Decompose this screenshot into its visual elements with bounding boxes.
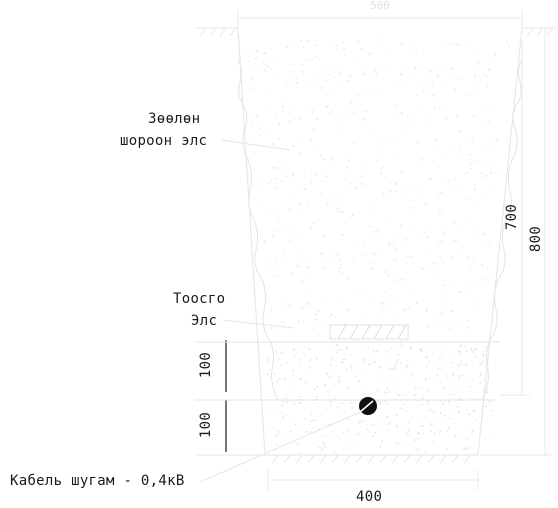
- fill-label-line1: Зөөлөн: [148, 111, 201, 127]
- brick-layer: [329, 324, 409, 340]
- right-dimensions: [480, 28, 553, 456]
- depth-inner-label: 700: [504, 203, 521, 231]
- sand-label-line1: Тоосго: [173, 291, 226, 307]
- depth-total-label: 800: [528, 225, 545, 253]
- fill-label-line2: шороон элс: [120, 133, 208, 149]
- top-dimension: [237, 10, 523, 30]
- top-width-label: 500: [370, 0, 390, 12]
- cable-symbol: [359, 397, 377, 415]
- ground-hatch-top: [195, 27, 555, 37]
- trench-walls: [237, 27, 523, 456]
- bottom-dimension: [267, 470, 479, 490]
- bottom-width-label: 400: [356, 489, 383, 505]
- soft-soil-fill: [248, 39, 510, 331]
- sand-fill: [265, 344, 493, 454]
- ground-hatch-bottom: [271, 454, 471, 464]
- leader-lines: [199, 139, 366, 483]
- sand-label-line2: Элс: [191, 313, 218, 329]
- layer-label-2: 100: [198, 411, 215, 439]
- layer-label-1: 100: [198, 351, 215, 379]
- sand-layer: [258, 341, 500, 456]
- layer-dimension-ext: [195, 341, 268, 456]
- cable-label: Кабель шугам - 0,4кВ: [10, 473, 185, 489]
